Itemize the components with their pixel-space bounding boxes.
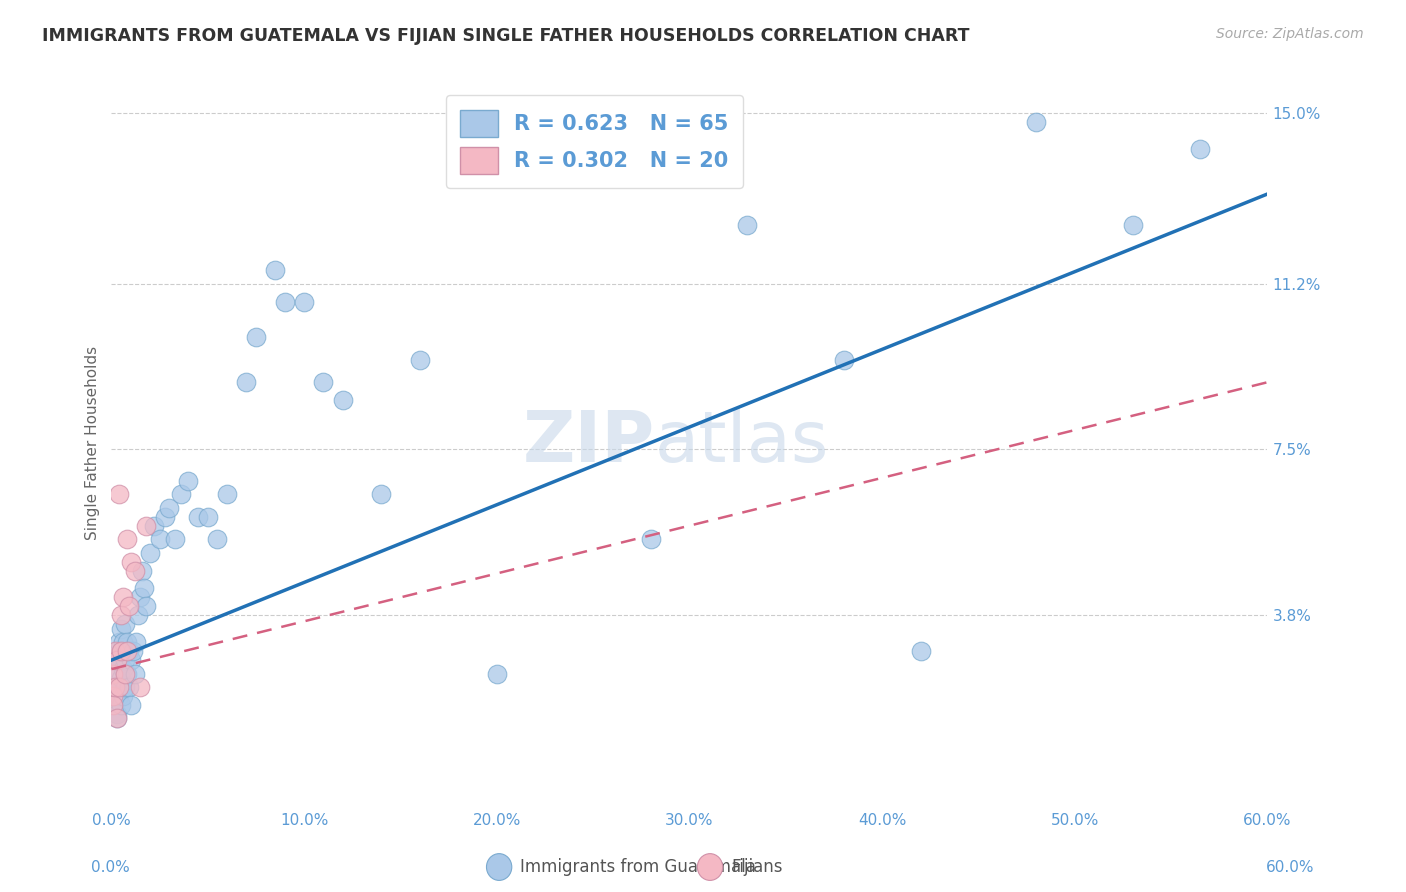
- Point: [910, 644, 932, 658]
- Point: [177, 474, 200, 488]
- Point: [104, 653, 127, 667]
- Point: [135, 518, 157, 533]
- Point: [735, 219, 758, 233]
- Point: [111, 591, 134, 605]
- Point: [129, 680, 152, 694]
- Point: [121, 644, 143, 658]
- Point: [197, 509, 219, 524]
- Point: [139, 545, 162, 559]
- Point: [312, 376, 335, 390]
- Point: [170, 487, 193, 501]
- Point: [111, 662, 134, 676]
- Point: [131, 564, 153, 578]
- Text: ZIP: ZIP: [523, 409, 655, 477]
- Point: [108, 487, 131, 501]
- Point: [125, 635, 148, 649]
- Point: [187, 509, 209, 524]
- Point: [157, 500, 180, 515]
- Point: [115, 532, 138, 546]
- Point: [409, 352, 432, 367]
- Point: [105, 644, 128, 658]
- Point: [135, 599, 157, 614]
- Point: [332, 393, 354, 408]
- Point: [207, 532, 229, 546]
- Point: [108, 689, 131, 703]
- Point: [110, 644, 132, 658]
- Point: [832, 352, 855, 367]
- Point: [110, 671, 132, 685]
- Point: [108, 653, 131, 667]
- Point: [120, 698, 142, 712]
- Point: [110, 608, 132, 623]
- Point: [118, 599, 141, 614]
- Point: [108, 680, 131, 694]
- Point: [104, 689, 127, 703]
- Point: [108, 635, 131, 649]
- Point: [370, 487, 392, 501]
- Point: [104, 680, 127, 694]
- Point: [105, 653, 128, 667]
- Point: [104, 666, 127, 681]
- Point: [105, 680, 128, 694]
- Text: Immigrants from Guatemala: Immigrants from Guatemala: [520, 858, 756, 876]
- Point: [118, 644, 141, 658]
- Point: [485, 666, 508, 681]
- Point: [148, 532, 170, 546]
- Point: [103, 698, 125, 712]
- Point: [104, 644, 127, 658]
- Point: [105, 711, 128, 725]
- Point: [114, 680, 136, 694]
- Point: [134, 582, 156, 596]
- Legend: R = 0.623   N = 65, R = 0.302   N = 20: R = 0.623 N = 65, R = 0.302 N = 20: [446, 95, 744, 188]
- Point: [215, 487, 238, 501]
- Point: [110, 698, 132, 712]
- Point: [292, 294, 315, 309]
- Text: Source: ZipAtlas.com: Source: ZipAtlas.com: [1216, 27, 1364, 41]
- Point: [127, 608, 149, 623]
- Point: [124, 564, 146, 578]
- Point: [124, 666, 146, 681]
- Point: [114, 653, 136, 667]
- Point: [155, 509, 177, 524]
- Point: [115, 644, 138, 658]
- Point: [110, 622, 132, 636]
- Point: [103, 689, 125, 703]
- Point: [1025, 115, 1047, 129]
- Point: [1189, 142, 1212, 156]
- Point: [264, 263, 287, 277]
- Point: [163, 532, 186, 546]
- Point: [103, 666, 125, 681]
- Point: [105, 711, 128, 725]
- Text: Fijians: Fijians: [731, 858, 783, 876]
- Point: [142, 518, 165, 533]
- Point: [118, 680, 141, 694]
- Text: 60.0%: 60.0%: [1267, 860, 1315, 874]
- Point: [111, 635, 134, 649]
- Text: atlas: atlas: [655, 409, 830, 477]
- Point: [114, 617, 136, 632]
- Text: IMMIGRANTS FROM GUATEMALA VS FIJIAN SINGLE FATHER HOUSEHOLDS CORRELATION CHART: IMMIGRANTS FROM GUATEMALA VS FIJIAN SING…: [42, 27, 970, 45]
- Point: [103, 680, 125, 694]
- Point: [1122, 219, 1144, 233]
- Text: 0.0%: 0.0%: [91, 860, 131, 874]
- Point: [129, 591, 152, 605]
- Point: [115, 635, 138, 649]
- Point: [235, 376, 257, 390]
- Point: [120, 555, 142, 569]
- Point: [115, 666, 138, 681]
- Point: [110, 644, 132, 658]
- Point: [111, 689, 134, 703]
- Point: [103, 698, 125, 712]
- Point: [120, 653, 142, 667]
- Point: [114, 666, 136, 681]
- Point: [245, 330, 267, 344]
- Point: [105, 706, 128, 721]
- Point: [640, 532, 662, 546]
- Point: [274, 294, 297, 309]
- Y-axis label: Single Father Households: Single Father Households: [86, 346, 100, 540]
